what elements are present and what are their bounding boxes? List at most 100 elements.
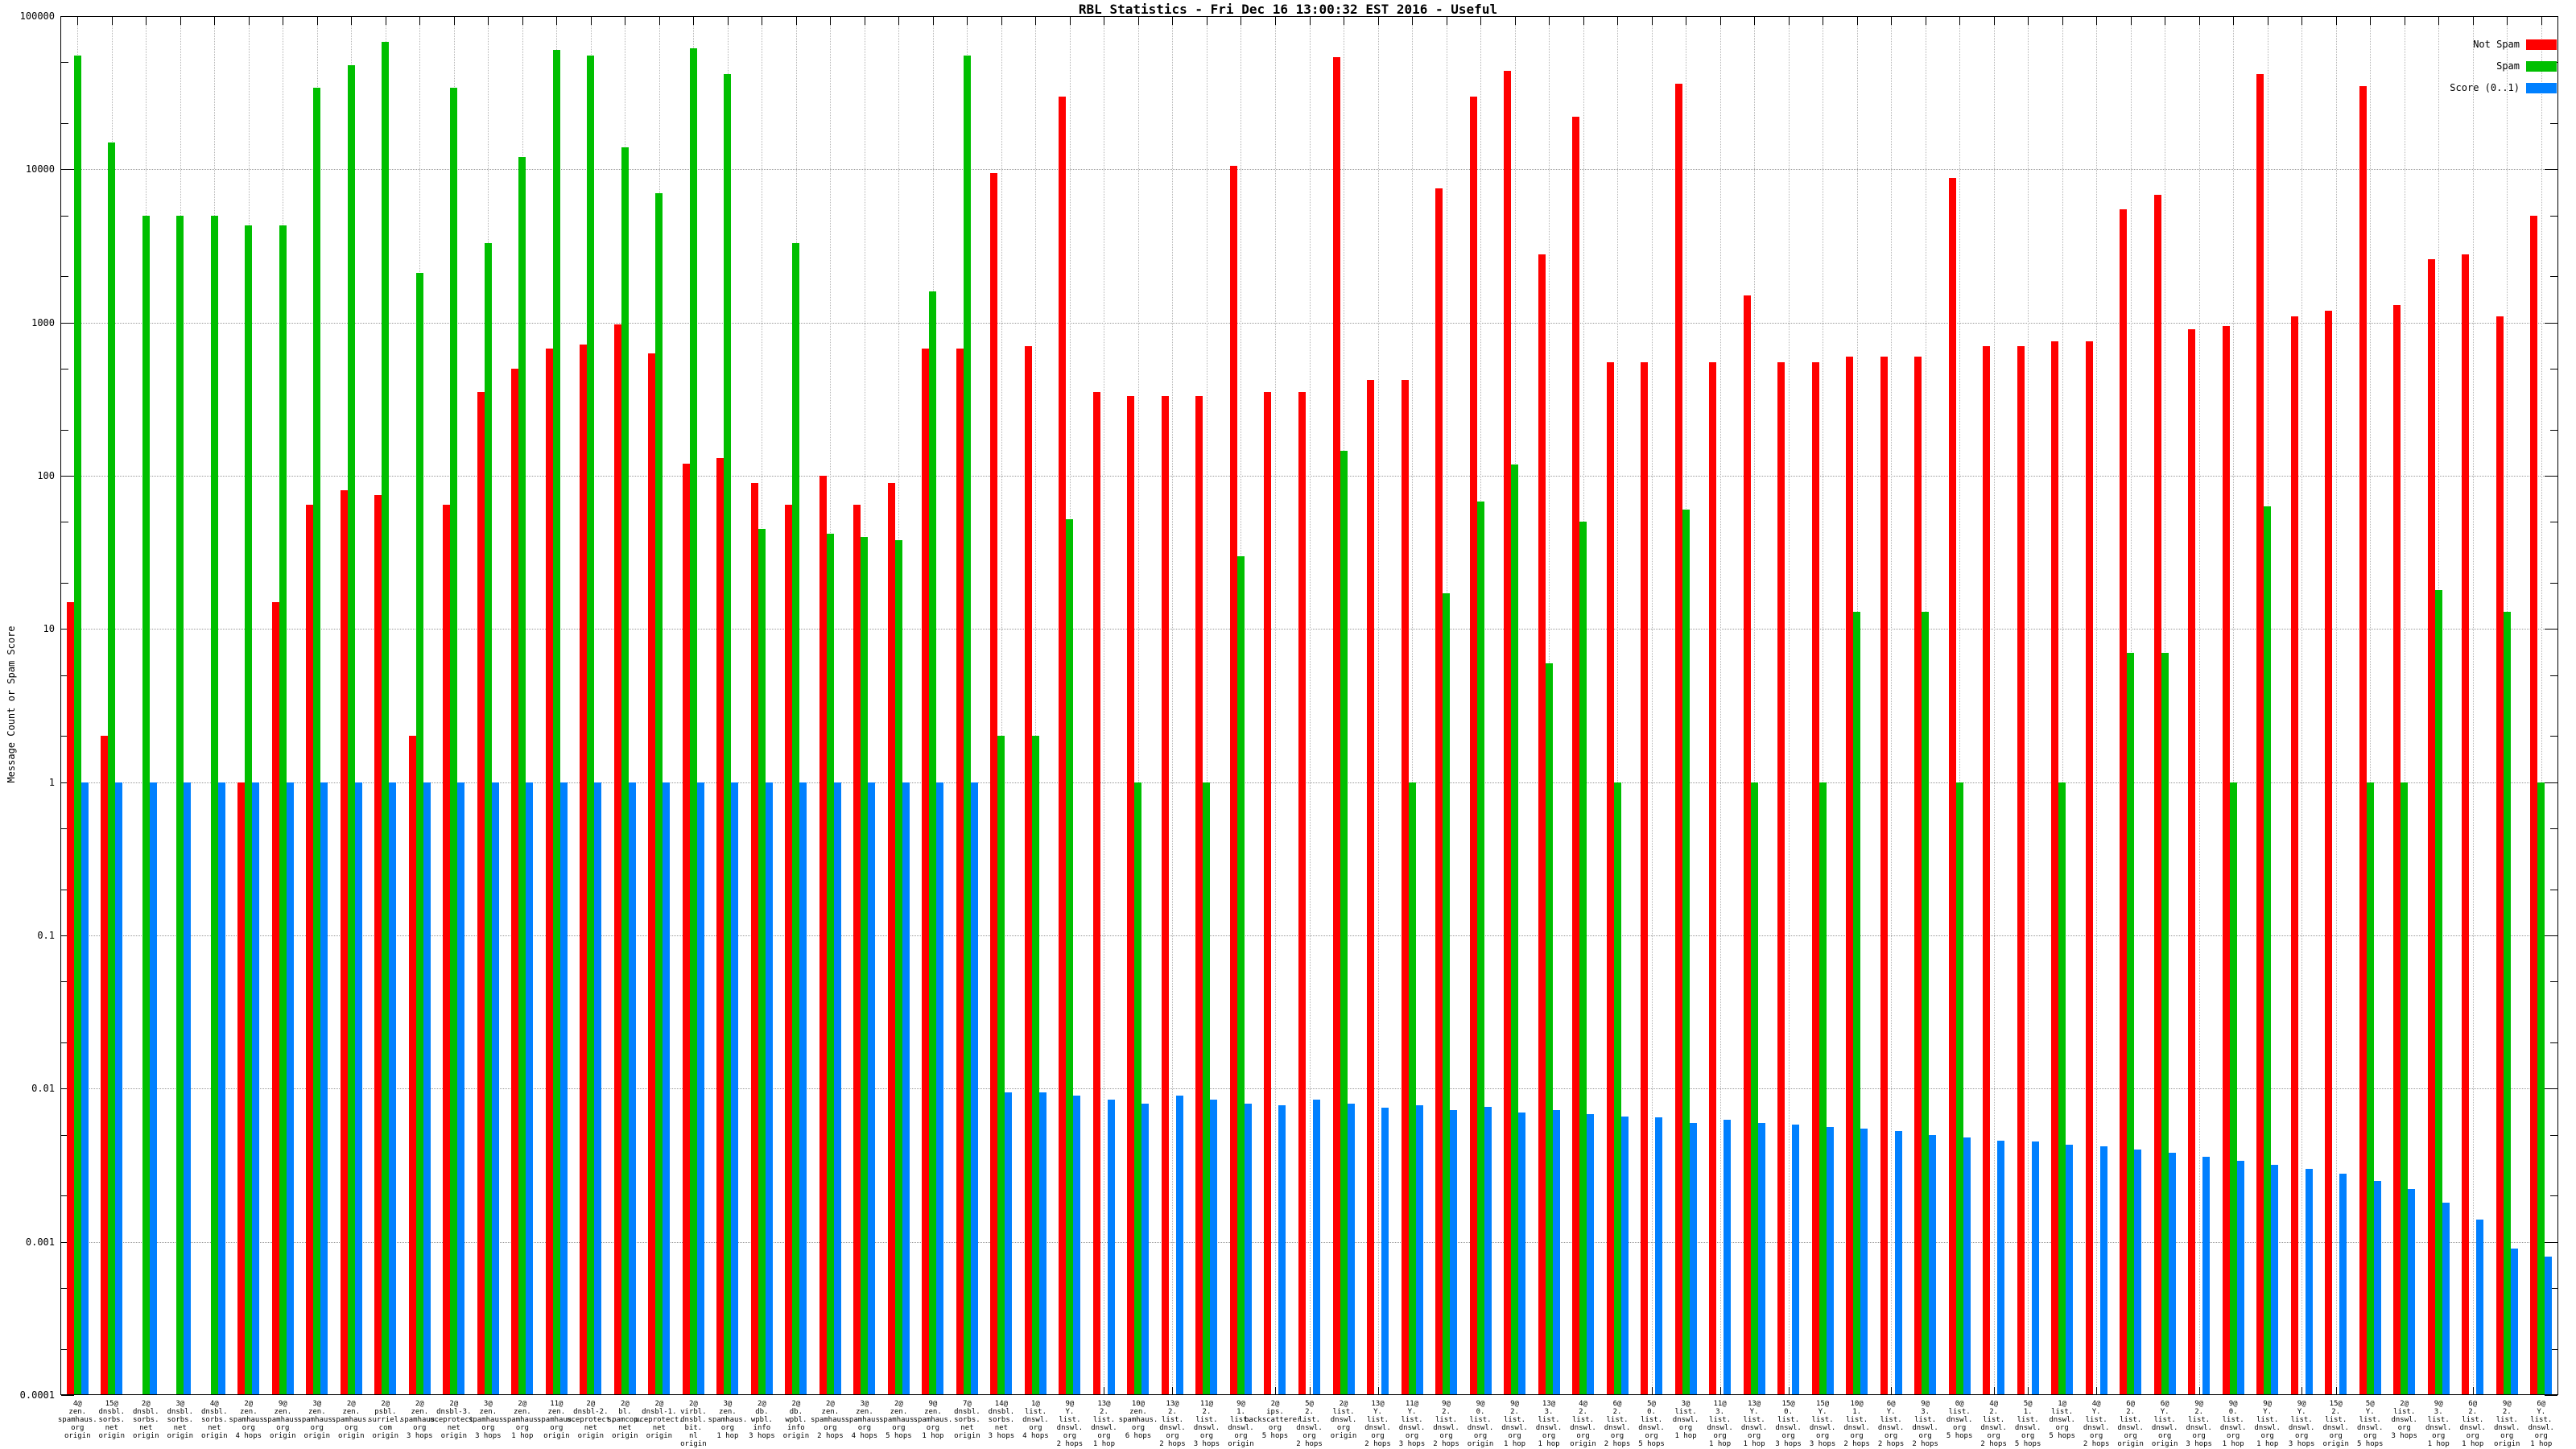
bar-not-spam xyxy=(1401,380,1409,1394)
x-tick-label: 9@ 2. list. dnswl. org 1 hop xyxy=(1501,1400,1528,1448)
y-minor-tick-right xyxy=(2550,828,2557,829)
bar-score xyxy=(149,782,157,1394)
bar-score xyxy=(1210,1099,1218,1394)
x-tick-label: 6@ 2. list. dnswl. org 1 hop xyxy=(2459,1400,2486,1448)
bar-score xyxy=(1826,1127,1834,1394)
bar-not-spam xyxy=(271,601,279,1394)
bar-not-spam xyxy=(1367,380,1374,1394)
bar-not-spam xyxy=(2530,215,2538,1394)
x-tick-label: 3@ zen. spamhaus. org 4 hops xyxy=(844,1400,885,1440)
bar-spam xyxy=(1853,611,1861,1394)
legend-swatch-not-spam xyxy=(2526,39,2557,50)
x-tick-top xyxy=(351,17,353,25)
bar-spam xyxy=(2058,782,2066,1394)
x-tick-label: 10@ zen. spamhaus. org 6 hops xyxy=(1118,1400,1158,1440)
y-tick-label: 100000 xyxy=(19,10,55,22)
x-tick-label: 9@ Y. list. dnswl. org 2 hops xyxy=(1056,1400,1084,1448)
bar-score xyxy=(1107,1099,1115,1394)
bar-spam xyxy=(73,56,81,1394)
x-tick-top xyxy=(1309,17,1311,25)
bar-spam xyxy=(1443,593,1451,1394)
x-tick-top xyxy=(316,17,318,25)
x-gridline xyxy=(2062,17,2063,1394)
bar-score xyxy=(457,782,465,1394)
x-tick-top xyxy=(830,17,832,25)
bar-spam xyxy=(1408,782,1416,1394)
bar-spam xyxy=(2264,506,2272,1394)
bar-score xyxy=(286,782,294,1394)
bar-not-spam xyxy=(443,504,451,1394)
x-tick-bottom xyxy=(2335,1387,2337,1395)
bar-score xyxy=(663,782,671,1394)
x-tick-label: 9@ 0. list. dnswl. org origin xyxy=(1467,1400,1494,1448)
bar-spam xyxy=(587,56,595,1394)
x-tick-label: 15@ 2. list. dnswl. org origin xyxy=(2322,1400,2349,1448)
y-major-tick-left xyxy=(61,476,74,477)
x-tick-top xyxy=(2370,17,2372,25)
x-tick-label: 9@ zen. spamhaus. org 1 hop xyxy=(913,1400,953,1440)
bar-not-spam xyxy=(101,736,109,1394)
x-tick-bottom xyxy=(1309,1387,1311,1395)
bar-score xyxy=(2545,1257,2553,1394)
bar-not-spam xyxy=(819,476,827,1394)
x-gridline xyxy=(1172,17,1174,1394)
bar-score xyxy=(2099,1146,2107,1394)
x-tick-top xyxy=(1719,17,1721,25)
y-minor-tick-right xyxy=(2550,1348,2557,1350)
bar-not-spam xyxy=(545,348,553,1394)
bar-spam xyxy=(1031,736,1039,1394)
y-major-tick-right xyxy=(2545,1395,2557,1396)
bar-not-spam xyxy=(1641,362,1649,1394)
x-tick-top xyxy=(2438,17,2440,25)
bar-score xyxy=(1894,1130,1902,1394)
x-tick-bottom xyxy=(1377,1387,1379,1395)
x-tick-label: 13@ 3. list. dnswl. org 1 hop xyxy=(1535,1400,1563,1448)
x-tick-top xyxy=(111,17,113,25)
x-tick-bottom xyxy=(1172,1387,1174,1395)
x-tick-label: 4@ 2. list. dnswl. org 2 hops xyxy=(1980,1400,2007,1448)
bar-not-spam xyxy=(1435,188,1443,1394)
y-minor-tick-left xyxy=(61,828,68,829)
y-minor-tick-right xyxy=(2550,1195,2557,1197)
bar-not-spam xyxy=(1161,396,1169,1394)
bar-spam xyxy=(2161,652,2169,1394)
x-gridline xyxy=(2301,17,2303,1394)
bar-not-spam xyxy=(853,504,861,1394)
x-gridline xyxy=(1377,17,1379,1394)
y-minor-tick-right xyxy=(2550,1287,2557,1289)
y-minor-tick-left xyxy=(61,1195,68,1197)
x-tick-top xyxy=(1651,17,1653,25)
x-tick-top xyxy=(522,17,523,25)
x-tick-label: 2@ zen. spamhaus. org origin xyxy=(331,1400,371,1440)
bar-score xyxy=(1038,1092,1046,1394)
x-tick-bottom xyxy=(2028,1387,2029,1395)
x-gridline xyxy=(1754,17,1756,1394)
bar-score xyxy=(184,782,192,1394)
bar-spam xyxy=(1134,782,1142,1394)
bar-score xyxy=(1278,1104,1286,1394)
bar-score xyxy=(2510,1249,2518,1394)
bar-score xyxy=(1997,1140,2005,1394)
bar-spam xyxy=(1236,555,1245,1394)
x-gridline xyxy=(2096,17,2098,1394)
x-gridline xyxy=(1206,17,1208,1394)
x-tick-label: 14@ dnsbl. sorbs. net 3 hops xyxy=(988,1400,1015,1440)
bar-spam xyxy=(313,88,321,1394)
x-tick-top xyxy=(932,17,934,25)
legend-label-not-spam: Not Spam xyxy=(2473,39,2520,50)
x-tick-label: 9@ 3. list. dnswl. org 2 hops xyxy=(1912,1400,1938,1448)
x-tick-label: 13@ 2. list. dnswl. org 2 hops xyxy=(1159,1400,1186,1448)
x-tick-label: 13@ 2. list. dnswl. org 1 hop xyxy=(1091,1400,1117,1448)
bar-spam xyxy=(176,215,184,1394)
x-tick-label: 2@ psbl. surriel. com origin xyxy=(368,1400,403,1440)
bar-spam xyxy=(1545,663,1553,1394)
x-tick-label: 11@ zen. spamhaus. org origin xyxy=(536,1400,576,1440)
x-tick-top xyxy=(1172,17,1174,25)
bar-not-spam xyxy=(2085,341,2093,1394)
bar-not-spam xyxy=(956,348,964,1394)
bar-not-spam xyxy=(2256,73,2264,1394)
bar-score xyxy=(1724,1119,1732,1394)
bar-score xyxy=(1552,1110,1560,1394)
legend-label-spam: Spam xyxy=(2496,60,2520,72)
y-major-tick-right xyxy=(2545,629,2557,630)
